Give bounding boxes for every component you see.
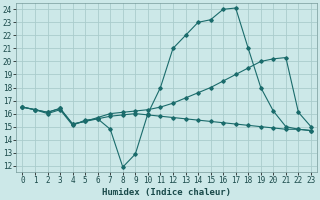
X-axis label: Humidex (Indice chaleur): Humidex (Indice chaleur) bbox=[102, 188, 231, 197]
